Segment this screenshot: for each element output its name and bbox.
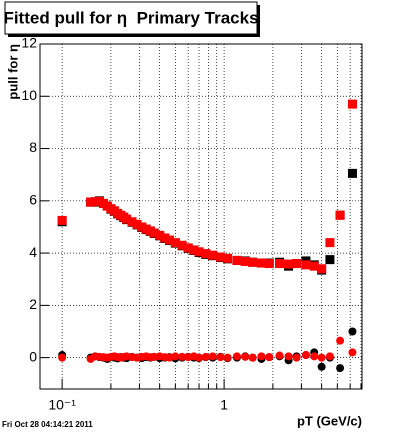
data-point bbox=[325, 238, 335, 248]
y-tick-label: 4 bbox=[29, 244, 37, 260]
data-point bbox=[256, 258, 266, 268]
y-tick-label: 8 bbox=[29, 139, 37, 155]
data-point bbox=[122, 214, 132, 224]
plot-frame bbox=[40, 44, 362, 389]
y-tick-label: 0 bbox=[29, 348, 37, 364]
data-point bbox=[248, 257, 258, 267]
data-point bbox=[57, 215, 67, 225]
data-point bbox=[160, 233, 170, 243]
data-point bbox=[170, 238, 180, 248]
data-point bbox=[348, 348, 357, 357]
x-axis-label: pT (GeV/c) bbox=[297, 413, 362, 428]
data-point bbox=[232, 255, 242, 265]
data-point bbox=[336, 364, 345, 373]
y-tick-label: 2 bbox=[29, 296, 37, 312]
data-point bbox=[284, 352, 293, 361]
data-point bbox=[208, 352, 217, 361]
data-point bbox=[178, 352, 187, 361]
data-point bbox=[208, 250, 218, 260]
data-point bbox=[201, 352, 210, 361]
data-point bbox=[171, 352, 180, 361]
data-point bbox=[216, 252, 226, 262]
data-point bbox=[127, 217, 137, 227]
data-point bbox=[310, 352, 319, 361]
data-point bbox=[177, 240, 187, 250]
data-point bbox=[292, 353, 301, 362]
y-tick-label: 12 bbox=[21, 35, 37, 51]
y-tick-label: 6 bbox=[29, 192, 37, 208]
y-tick-label: 10 bbox=[21, 87, 37, 103]
data-point bbox=[241, 352, 250, 361]
data-point bbox=[317, 353, 326, 362]
data-point bbox=[275, 259, 285, 269]
data-point bbox=[347, 99, 357, 109]
data-point bbox=[232, 352, 241, 361]
data-point bbox=[284, 259, 294, 269]
data-point bbox=[201, 249, 211, 259]
data-point bbox=[292, 259, 302, 269]
data-point bbox=[58, 353, 67, 362]
data-point bbox=[347, 168, 357, 178]
data-point bbox=[216, 353, 225, 362]
data-point bbox=[264, 259, 274, 269]
data-point bbox=[301, 260, 311, 270]
data-point bbox=[149, 228, 159, 238]
data-point bbox=[195, 353, 204, 362]
footer-date: Fri Oct 28 04:14:21 2011 bbox=[2, 420, 93, 429]
chart-title: Fitted pull for η Primary Tracks bbox=[3, 8, 258, 27]
data-point bbox=[335, 210, 345, 220]
data-point bbox=[183, 243, 193, 253]
x-tick-label: 1 bbox=[220, 397, 228, 413]
data-point bbox=[164, 235, 174, 245]
data-point bbox=[155, 230, 165, 240]
data-point bbox=[309, 261, 319, 271]
data-point bbox=[132, 219, 142, 229]
x-tick-label: 10⁻¹ bbox=[48, 397, 76, 413]
plot-border bbox=[39, 43, 363, 390]
data-point bbox=[325, 352, 334, 361]
data-point bbox=[248, 353, 257, 362]
data-point bbox=[223, 353, 232, 362]
data-point bbox=[275, 351, 284, 360]
data-point bbox=[86, 197, 96, 207]
data-point bbox=[189, 245, 199, 255]
data-point bbox=[240, 256, 250, 266]
data-point bbox=[301, 351, 310, 360]
data-point bbox=[194, 247, 204, 257]
data-point bbox=[223, 253, 233, 263]
data-point bbox=[336, 336, 345, 345]
y-axis-label: pull for η bbox=[5, 44, 20, 100]
title-box bbox=[4, 1, 258, 35]
data-point bbox=[257, 352, 266, 361]
data-point bbox=[317, 362, 326, 371]
data-point bbox=[325, 255, 335, 265]
data-point bbox=[348, 327, 357, 336]
data-point bbox=[317, 264, 327, 274]
data-point bbox=[265, 353, 274, 362]
